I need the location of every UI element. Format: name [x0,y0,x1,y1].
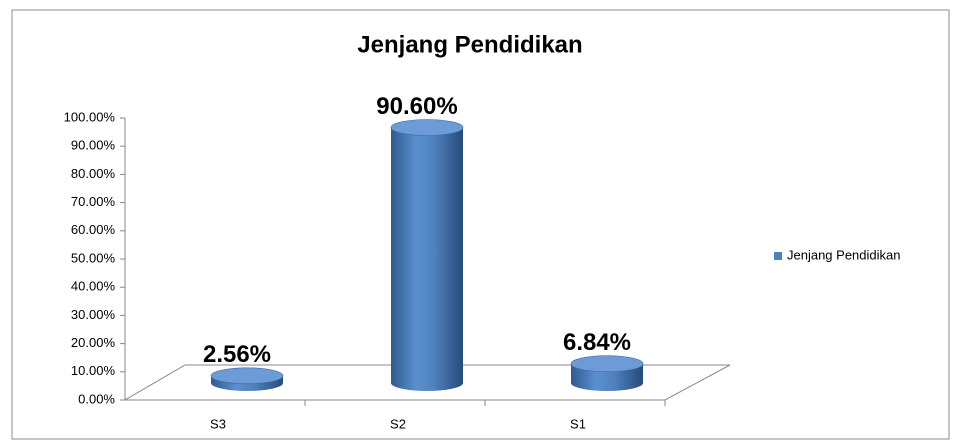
data-label: 6.84% [563,329,631,356]
y-tick-label: 100.00% [64,109,116,124]
y-tick-label: 40.00% [71,279,116,294]
cylinder-top [210,367,284,385]
y-tick-label: 90.00% [71,138,116,153]
chart-title: Jenjang Pendidikan [357,31,582,58]
x-tick-label: S3 [210,416,226,431]
data-label: 2.56% [203,341,271,368]
chart-border [11,9,950,440]
y-tick-label: 30.00% [71,307,116,322]
y-tick-label: 10.00% [71,363,116,378]
cylinder-top [390,119,464,136]
y-tick-label: 0.00% [78,391,115,406]
y-tick-label: 70.00% [71,194,116,209]
y-tick-label: 20.00% [71,335,116,350]
cylinder-body [391,127,463,392]
legend-swatch [774,252,782,260]
y-tick-label: 60.00% [71,222,116,237]
legend-label: Jenjang Pendidikan [787,247,900,262]
x-tick-label: S2 [390,416,406,431]
y-tick-label: 50.00% [71,250,116,265]
data-label: 90.60% [376,93,457,120]
x-tick-label: S1 [570,416,586,431]
cylinder-top [570,355,644,373]
y-tick-label: 80.00% [71,166,116,181]
